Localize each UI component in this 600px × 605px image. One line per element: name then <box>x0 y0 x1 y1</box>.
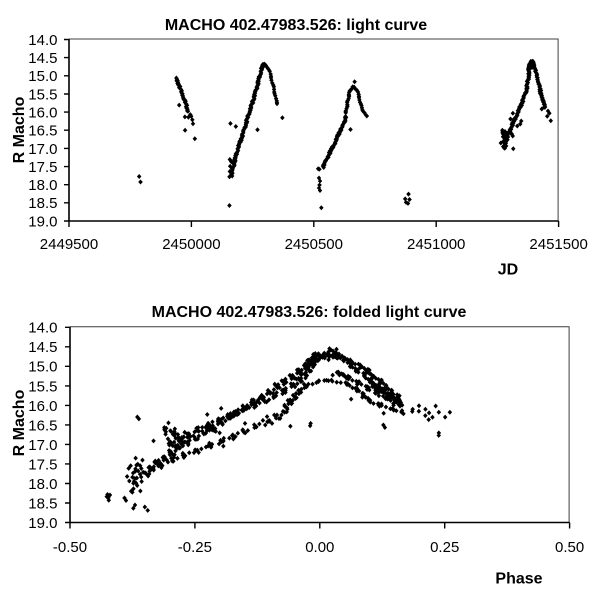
svg-text:15.5: 15.5 <box>28 86 57 103</box>
svg-text:16.0: 16.0 <box>28 398 57 415</box>
svg-text:18.5: 18.5 <box>28 495 57 512</box>
svg-text:16.5: 16.5 <box>28 123 57 140</box>
svg-text:14.5: 14.5 <box>28 339 57 356</box>
svg-text:0.25: 0.25 <box>430 539 459 556</box>
svg-text:0.50: 0.50 <box>555 539 584 556</box>
svg-text:2449500: 2449500 <box>40 236 98 253</box>
svg-text:17.0: 17.0 <box>28 141 57 158</box>
svg-text:Phase: Phase <box>495 571 542 588</box>
svg-text:MACHO 402.47983.526: folded li: MACHO 402.47983.526: folded light curve <box>152 304 467 321</box>
svg-text:19.0: 19.0 <box>28 515 57 532</box>
svg-text:15.0: 15.0 <box>28 68 57 85</box>
svg-text:14.5: 14.5 <box>28 50 57 67</box>
svg-text:2451500: 2451500 <box>529 236 587 253</box>
svg-text:2450500: 2450500 <box>285 236 343 253</box>
svg-text:15.5: 15.5 <box>28 378 57 395</box>
svg-text:R Macho: R Macho <box>11 96 28 163</box>
svg-text:2451000: 2451000 <box>407 236 465 253</box>
svg-text:15.0: 15.0 <box>28 359 57 376</box>
svg-text:-0.50: -0.50 <box>53 539 87 556</box>
svg-text:14.0: 14.0 <box>28 320 57 337</box>
svg-text:17.0: 17.0 <box>28 437 57 454</box>
svg-text:16.0: 16.0 <box>28 105 57 122</box>
svg-text:17.5: 17.5 <box>28 159 57 176</box>
svg-text:18.5: 18.5 <box>28 195 57 212</box>
svg-text:18.0: 18.0 <box>28 177 57 194</box>
svg-text:16.5: 16.5 <box>28 417 57 434</box>
svg-text:17.5: 17.5 <box>28 456 57 473</box>
svg-text:MACHO 402.47983.526: light cur: MACHO 402.47983.526: light curve <box>165 17 427 34</box>
svg-text:18.0: 18.0 <box>28 476 57 493</box>
svg-text:2450000: 2450000 <box>162 236 220 253</box>
svg-text:JD: JD <box>498 262 518 279</box>
svg-text:0.00: 0.00 <box>305 539 334 556</box>
svg-text:14.0: 14.0 <box>28 32 57 49</box>
svg-text:19.0: 19.0 <box>28 213 57 230</box>
svg-text:R Macho: R Macho <box>11 389 28 456</box>
svg-text:-0.25: -0.25 <box>178 539 212 556</box>
